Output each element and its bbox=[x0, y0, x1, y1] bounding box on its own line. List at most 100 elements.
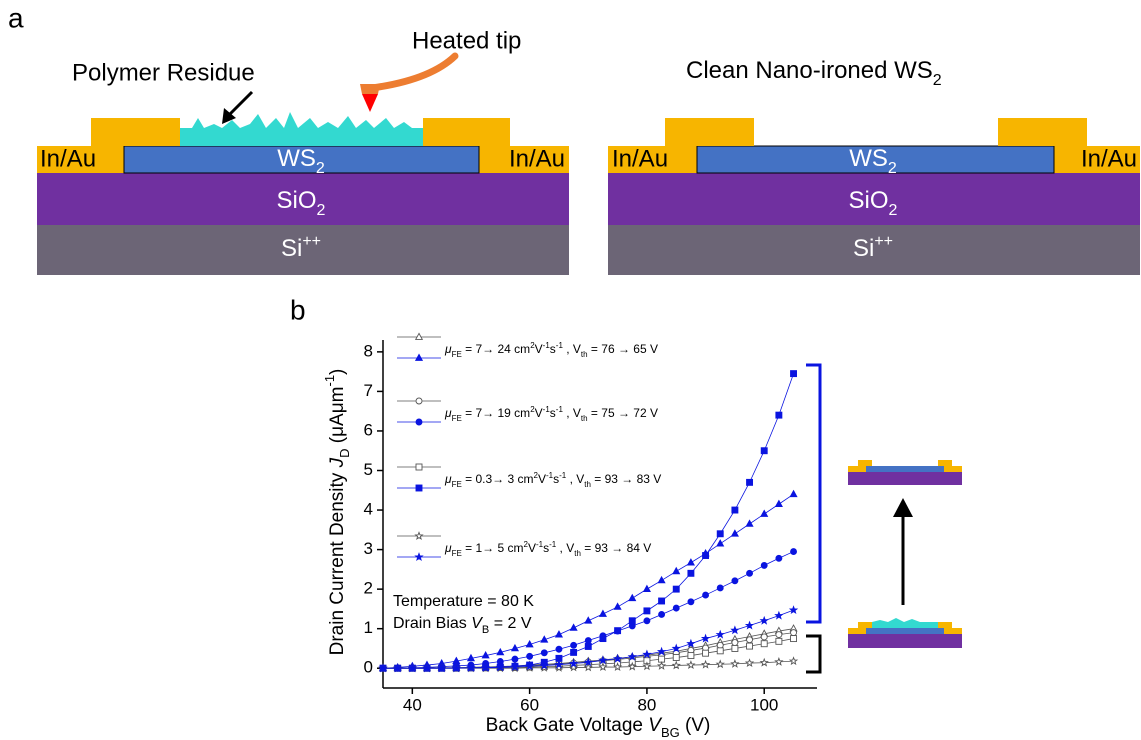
text-part: = 1→ 5 cm bbox=[462, 541, 524, 555]
text-part: (V) bbox=[680, 715, 711, 736]
y-tick-label: 2 bbox=[364, 579, 373, 598]
text-part: -1 bbox=[543, 405, 551, 414]
bracket bbox=[806, 634, 822, 674]
marker bbox=[686, 558, 695, 566]
text-part: V bbox=[528, 541, 536, 555]
marker bbox=[716, 530, 724, 538]
marker bbox=[744, 658, 755, 668]
marker bbox=[774, 499, 783, 507]
text-part: V bbox=[648, 715, 663, 736]
oxide-label: SiO2 bbox=[277, 187, 326, 218]
text-part: ++ bbox=[874, 233, 893, 250]
marker bbox=[656, 660, 667, 670]
text-part: = 75 → 72 V bbox=[588, 406, 658, 420]
oxide-layer bbox=[37, 173, 569, 225]
substrate-label: Si++ bbox=[853, 233, 893, 263]
legend-label: μFE = 7→ 19 cm2V-1s-1 , Vth = 75 → 72 V bbox=[444, 405, 658, 423]
marker bbox=[746, 478, 754, 486]
text-part: J bbox=[327, 457, 348, 468]
marker bbox=[642, 584, 651, 592]
text-part: th bbox=[581, 350, 588, 359]
marker bbox=[746, 636, 754, 644]
marker bbox=[656, 646, 667, 656]
legend-label: μFE = 7→ 24 cm2V-1s-1 , Vth = 76 → 65 V bbox=[444, 341, 658, 359]
text-part: -1 bbox=[559, 471, 567, 480]
marker bbox=[598, 655, 608, 665]
marker bbox=[687, 652, 695, 660]
marker bbox=[627, 661, 637, 671]
text-part: 2 bbox=[317, 202, 326, 219]
text-part: s bbox=[550, 406, 556, 420]
text-part: , V bbox=[563, 406, 581, 420]
contact-pad bbox=[858, 622, 872, 628]
text-part: FE bbox=[452, 350, 462, 359]
text-part: FE bbox=[452, 414, 462, 423]
marker bbox=[760, 509, 769, 517]
text-part: Si bbox=[281, 235, 302, 262]
marker bbox=[746, 569, 754, 577]
marker bbox=[466, 653, 476, 662]
text-part: SiO bbox=[277, 187, 317, 214]
text-part: μ bbox=[444, 406, 452, 420]
marker bbox=[378, 663, 388, 673]
marker bbox=[569, 623, 578, 631]
marker bbox=[583, 657, 593, 667]
marker bbox=[422, 663, 432, 673]
y-tick-label: 5 bbox=[364, 460, 373, 479]
marker bbox=[393, 663, 403, 673]
marker bbox=[760, 447, 768, 455]
marker bbox=[415, 463, 423, 471]
marker bbox=[746, 642, 754, 650]
y-axis-label: Drain Current Density JD (μAμm-1) bbox=[322, 369, 352, 656]
oxide-layer bbox=[608, 173, 1140, 225]
marker bbox=[613, 602, 622, 610]
arrow-head bbox=[893, 498, 913, 517]
marker bbox=[643, 607, 651, 615]
contact-pad bbox=[998, 118, 1087, 146]
text-part: Temperature = 80 K bbox=[393, 593, 534, 610]
text-part: ++ bbox=[302, 233, 321, 250]
text-part: s bbox=[543, 541, 549, 555]
marker bbox=[414, 552, 424, 561]
text-part: -1 bbox=[546, 471, 554, 480]
contact-pad bbox=[91, 118, 180, 146]
channel-layer bbox=[123, 145, 480, 174]
marker bbox=[570, 648, 578, 656]
inset-residue-device bbox=[848, 618, 962, 648]
substrate-label: Si++ bbox=[281, 233, 321, 263]
channel-layer bbox=[696, 145, 1055, 174]
contact-label: In/Au bbox=[1081, 145, 1137, 172]
x-axis-label: Back Gate Voltage VBG (V) bbox=[486, 715, 711, 740]
marker bbox=[702, 649, 710, 657]
marker bbox=[481, 651, 490, 659]
marker bbox=[774, 657, 784, 666]
marker bbox=[599, 635, 607, 643]
marker bbox=[466, 662, 476, 672]
marker bbox=[554, 659, 564, 669]
marker bbox=[643, 617, 651, 625]
annotation: Drain Bias VB = 2 V bbox=[393, 615, 532, 636]
marker bbox=[415, 418, 423, 426]
marker bbox=[788, 656, 799, 666]
marker bbox=[540, 635, 549, 643]
text-part: μ bbox=[444, 342, 452, 356]
text-part: , V bbox=[563, 342, 581, 356]
text-part: = 93 → 83 V bbox=[591, 472, 661, 486]
marker bbox=[495, 662, 505, 672]
text-part: th bbox=[584, 480, 591, 489]
text-part: 2 bbox=[530, 341, 535, 350]
marker bbox=[570, 641, 578, 649]
contact-pad bbox=[423, 118, 510, 146]
panel-label: b bbox=[290, 294, 306, 325]
marker bbox=[407, 663, 417, 673]
channel-layer bbox=[866, 466, 944, 472]
marker bbox=[627, 651, 637, 661]
text-part: th bbox=[574, 549, 581, 558]
device-left: In/Au In/Au WS2 SiO2 Si++ Polymer Residu… bbox=[37, 27, 569, 275]
text-part: D bbox=[337, 449, 352, 458]
text-part: 2 bbox=[316, 160, 325, 177]
oxide-layer bbox=[848, 472, 962, 485]
y-tick-label: 4 bbox=[364, 500, 373, 519]
marker bbox=[788, 605, 799, 615]
marker bbox=[554, 662, 564, 672]
